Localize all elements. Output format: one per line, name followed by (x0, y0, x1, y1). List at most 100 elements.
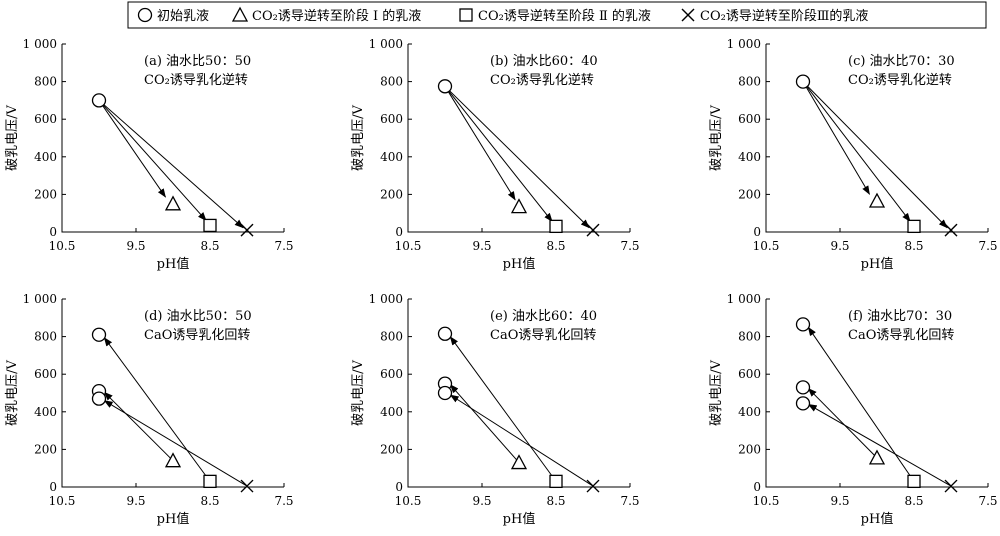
data-point-circle (91, 93, 107, 108)
y-tick-label: 800 (380, 330, 403, 344)
y-axis-label: 破乳电压/V (5, 360, 20, 426)
y-tick-label: 1 000 (23, 292, 57, 306)
y-tick-label: 200 (738, 187, 761, 201)
y-tick-label: 1 000 (727, 292, 761, 306)
transition-arrow (98, 100, 207, 222)
transition-arrow (103, 400, 248, 487)
transition-arrow (449, 336, 557, 482)
y-tick-label: 800 (380, 75, 403, 89)
y-tick-label: 600 (34, 112, 57, 126)
data-point-x (586, 479, 600, 493)
data-point-square (203, 474, 217, 489)
data-point-square (907, 219, 921, 234)
legend-label: CO₂诱导逆转至阶段 Ⅱ 的乳液 (478, 8, 651, 24)
x-tick-label: 10.5 (49, 494, 76, 508)
transition-arrow (807, 403, 952, 487)
data-point-x (240, 479, 254, 493)
data-point-square (907, 474, 921, 489)
x-tick-label: 8.5 (200, 239, 219, 253)
x-tick-label: 9.5 (472, 239, 491, 253)
panel-annotation: CO₂诱导乳化逆转 (490, 72, 594, 88)
legend-marker-circle (137, 7, 153, 23)
panel-e: 0 200 400 600 800 1 000 10.5 9.5 8.5 7.5 pH值 破乳电压/V… (351, 292, 640, 527)
y-tick-label: 200 (738, 442, 761, 456)
y-tick-label: 600 (34, 367, 57, 381)
y-tick-label: 200 (34, 442, 57, 456)
x-tick-label: 7.5 (274, 494, 293, 508)
y-tick-label: 800 (738, 330, 761, 344)
data-point-triangle (868, 449, 886, 465)
data-point-circle (437, 326, 453, 341)
legend-marker-square (459, 8, 473, 22)
data-point-circle (437, 79, 453, 94)
data-point-circle (795, 380, 811, 395)
data-point-x (944, 223, 958, 237)
data-point-circle (437, 385, 453, 401)
x-tick-label: 10.5 (753, 239, 780, 253)
transition-arrow (802, 81, 948, 229)
data-point-circle (91, 391, 107, 406)
y-tick-label: 400 (738, 150, 761, 164)
panel-annotation: CO₂诱导乳化逆转 (848, 72, 952, 88)
legend-marker-x (681, 8, 695, 22)
x-tick-label: 10.5 (395, 239, 422, 253)
y-tick-label: 200 (380, 442, 403, 456)
data-point-square (549, 219, 563, 234)
data-point-triangle (868, 192, 886, 208)
y-tick-label: 0 (395, 480, 403, 494)
y-tick-label: 1 000 (369, 37, 403, 51)
y-tick-label: 400 (34, 150, 57, 164)
transition-arrow (444, 85, 553, 223)
data-point-circle (795, 74, 811, 89)
data-point-circle (91, 327, 107, 342)
transition-arrow (103, 337, 211, 482)
x-tick-label: 7.5 (978, 494, 997, 508)
y-tick-label: 200 (34, 187, 57, 201)
y-tick-label: 400 (380, 150, 403, 164)
transition-arrow (444, 85, 590, 229)
y-tick-label: 400 (380, 405, 403, 419)
y-axis-label: 破乳电压/V (709, 360, 724, 426)
panel-annotation: CaO诱导乳化回转 (490, 328, 596, 343)
data-point-square (203, 218, 217, 233)
y-tick-label: 1 000 (23, 37, 57, 51)
x-axis-label: pH值 (861, 256, 894, 272)
transition-arrow (444, 86, 516, 201)
x-tick-label: 7.5 (978, 239, 997, 253)
transition-arrow (449, 394, 594, 487)
x-tick-label: 10.5 (49, 239, 76, 253)
y-tick-label: 0 (49, 480, 57, 494)
y-tick-label: 0 (753, 225, 761, 239)
x-tick-label: 9.5 (830, 494, 849, 508)
panel-f: 0 200 400 600 800 1 000 10.5 9.5 8.5 7.5 pH值 破乳电压/V… (709, 292, 998, 527)
y-axis-label: 破乳电压/V (709, 105, 724, 171)
x-tick-label: 7.5 (620, 239, 639, 253)
x-tick-label: 9.5 (472, 494, 491, 508)
y-tick-label: 200 (380, 187, 403, 201)
data-point-triangle (510, 198, 528, 214)
legend-marker-triangle (231, 6, 249, 22)
panel-annotation: (b) 油水比60：40 (490, 54, 598, 69)
y-tick-label: 0 (395, 225, 403, 239)
data-point-triangle (164, 195, 182, 211)
transition-arrow (802, 81, 911, 223)
x-tick-label: 9.5 (126, 494, 145, 508)
panel-annotation: (e) 油水比60：40 (490, 309, 597, 324)
data-point-x (944, 479, 958, 493)
transition-arrow (802, 81, 871, 195)
y-tick-label: 600 (380, 112, 403, 126)
data-point-circle (795, 317, 811, 332)
legend-label: CO₂诱导逆转至阶段 Ⅰ 的乳液 (252, 8, 421, 24)
transition-arrow (807, 326, 915, 482)
panel-annotation: CaO诱导乳化回转 (848, 328, 954, 343)
data-point-circle (795, 396, 811, 411)
transition-arrow (98, 100, 167, 198)
x-tick-label: 7.5 (620, 494, 639, 508)
x-tick-label: 8.5 (904, 494, 923, 508)
panel-annotation: CO₂诱导乳化逆转 (144, 72, 248, 88)
y-tick-label: 600 (738, 367, 761, 381)
y-tick-label: 800 (34, 75, 57, 89)
y-tick-label: 1 000 (369, 292, 403, 306)
